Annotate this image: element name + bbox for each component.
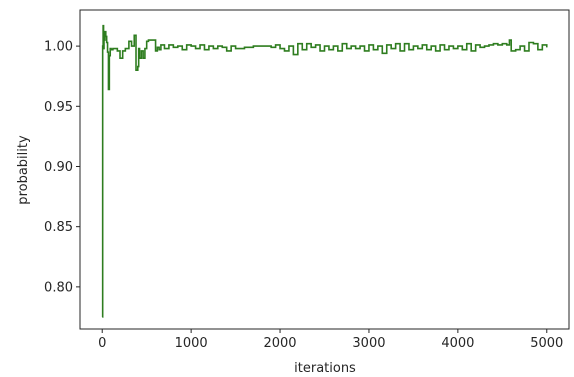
x-axis-label: iterations [294,361,356,376]
x-tick-label: 4000 [441,336,474,351]
y-tick-label: 0.85 [44,220,73,235]
series-line [101,24,548,318]
y-axis-label: probability [16,135,31,205]
x-tick-label: 0 [98,336,106,351]
y-tick-label: 1.00 [44,40,73,55]
x-tick-label: 1000 [175,336,208,351]
x-axis-ticks: 0 1000 2000 3000 4000 5000 [98,329,563,351]
x-tick-label: 3000 [352,336,385,351]
y-tick-label: 0.95 [44,100,73,115]
plot-frame [79,9,570,330]
series-group [101,24,548,318]
y-tick-label: 0.90 [44,160,73,175]
y-tick-label: 0.80 [44,280,73,295]
x-tick-label: 2000 [263,336,296,351]
x-tick-label: 5000 [530,336,563,351]
y-axis-ticks: 0.80 0.85 0.90 0.95 1.00 [44,40,80,295]
